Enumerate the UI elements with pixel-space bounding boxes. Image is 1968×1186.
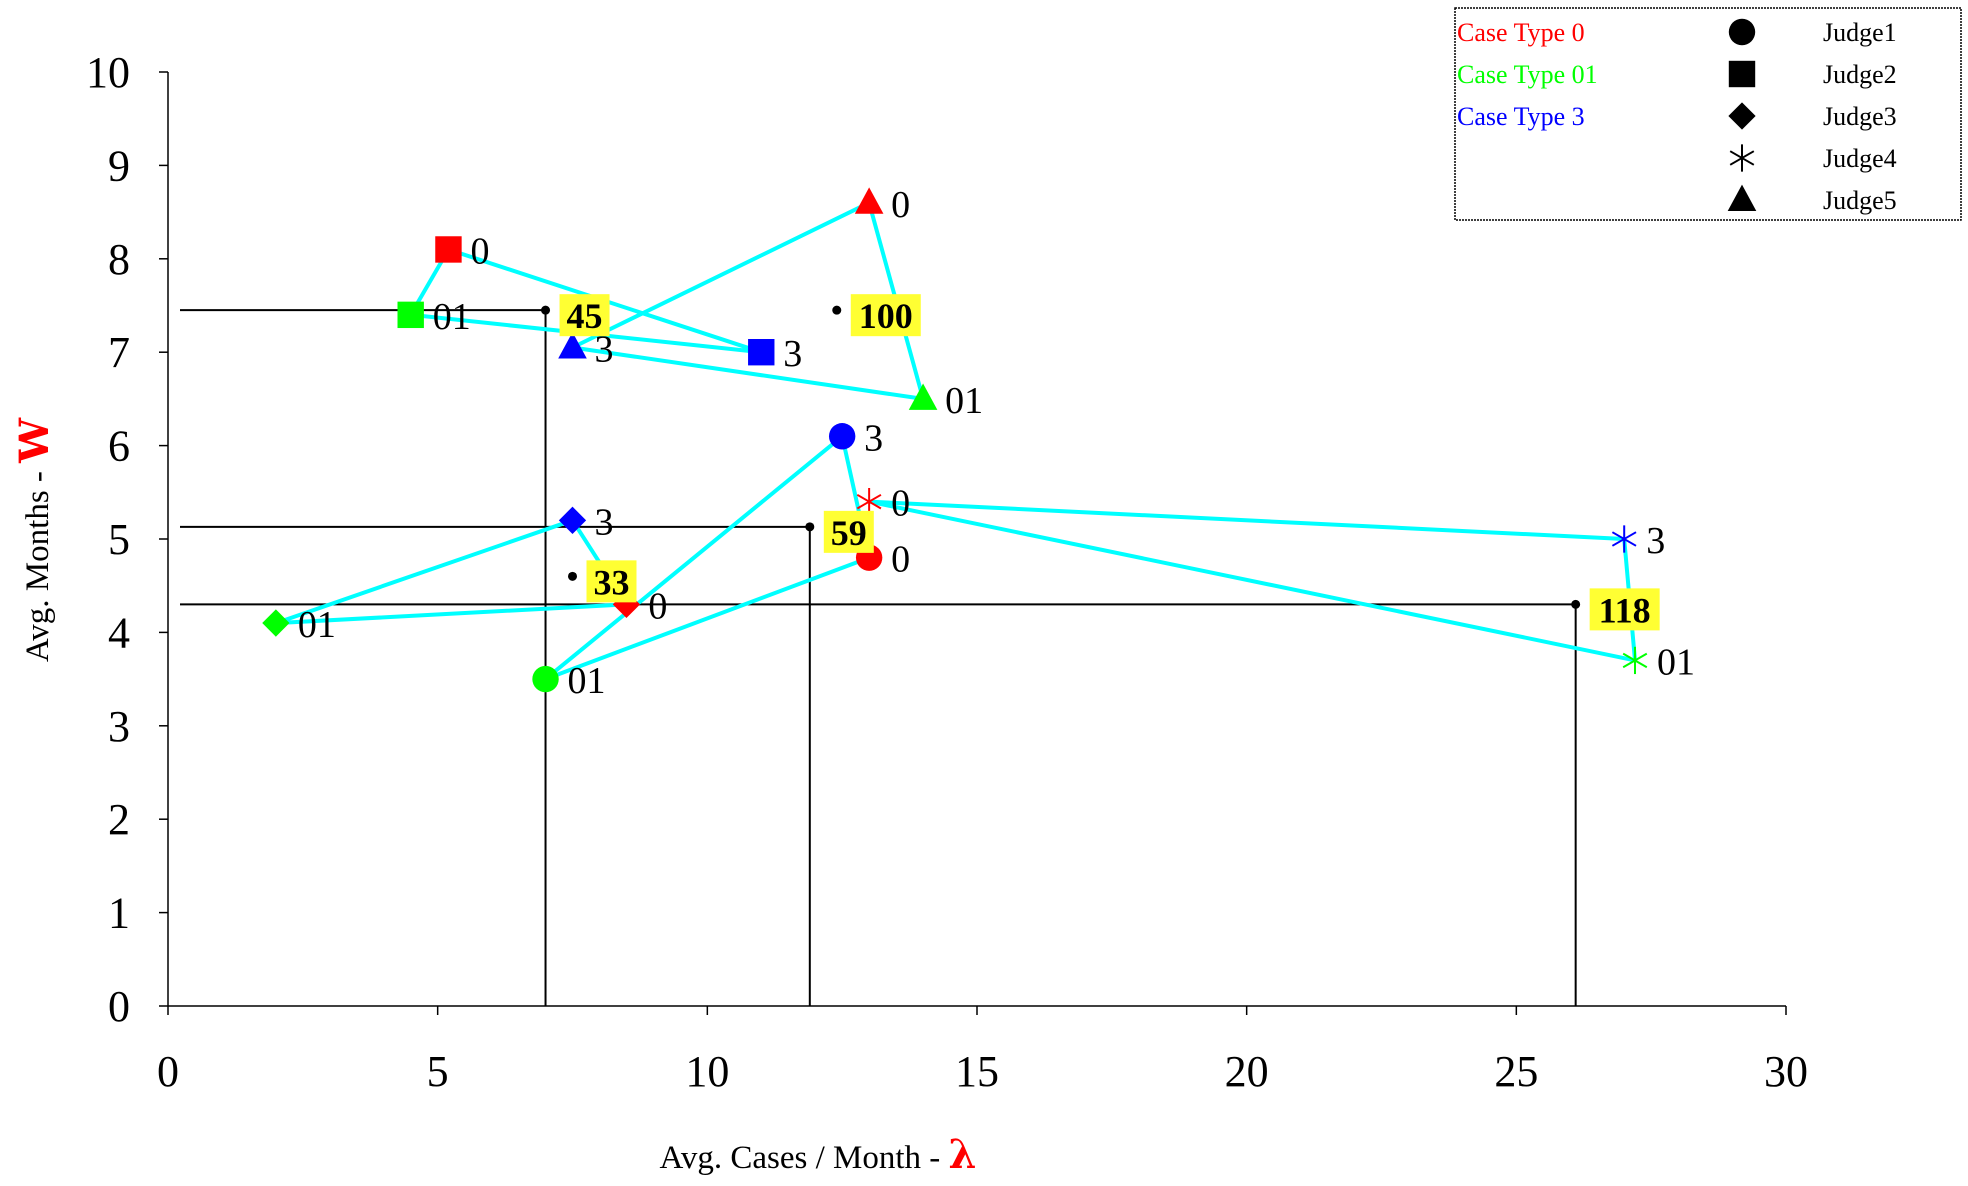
point-label: 3 [595, 501, 614, 543]
asterisk-stroke [1729, 150, 1755, 166]
legend: Case Type 0 Case Type 01 Case Type 3 Judge1… [1454, 7, 1962, 221]
annotation-label: 45 [567, 296, 603, 336]
y-tick-label: 8 [108, 235, 130, 284]
judge4-marker [856, 488, 882, 516]
annotation-label: 59 [831, 513, 867, 553]
annotation-label: 100 [859, 296, 913, 336]
legend-judge-label: Judge5 [1823, 186, 1897, 215]
point-label: 3 [783, 333, 802, 375]
asterisk-stroke [1622, 652, 1648, 669]
y-tick-label: 4 [108, 608, 130, 657]
annotation-box [823, 510, 874, 553]
annotation-box [559, 294, 610, 337]
legend-judge-label: Judge3 [1823, 102, 1897, 131]
x-tick-label: 10 [685, 1047, 729, 1096]
legend-judge-label: Judge1 [1823, 18, 1897, 47]
x-tick-label: 5 [427, 1047, 449, 1096]
y-tick-label: 9 [108, 141, 130, 190]
legend-case-type: Case Type 01 [1457, 60, 1598, 89]
judge1-marker [532, 665, 559, 693]
centroid-dot [832, 305, 842, 315]
legend-case-type: Case Type 3 [1457, 102, 1585, 131]
asterisk-stroke [1611, 531, 1637, 547]
annotation-box [850, 294, 921, 337]
x-axis-label: Avg. Cases / Month - λ [659, 1131, 976, 1178]
annotation-label: 118 [1599, 590, 1651, 630]
y-tick-label: 10 [86, 48, 130, 97]
asterisk-stroke [856, 493, 882, 510]
centroid-dot [1571, 599, 1581, 609]
y-tick-label: 1 [108, 889, 130, 938]
legend-judge-label: Judge2 [1823, 60, 1897, 89]
point-label: 01 [568, 660, 606, 702]
point-label: 0 [648, 585, 667, 627]
annotation-box [1589, 588, 1660, 631]
judge5-marker [908, 383, 938, 410]
legend-judge-label: Judge4 [1823, 144, 1897, 173]
judge1-marker [828, 423, 856, 450]
judge3-marker [558, 506, 587, 534]
point-label: 01 [433, 296, 471, 338]
centroid-dot [541, 305, 551, 315]
y-axis-label: Avg. Months - W [11, 417, 58, 662]
annotation-box [586, 560, 637, 603]
centroid-dot [568, 571, 577, 581]
legend-judge4-marker [1729, 144, 1755, 172]
point-label: 01 [298, 604, 336, 646]
point-label: 0 [891, 483, 910, 525]
x-tick-label: 15 [955, 1047, 999, 1096]
point-label: 01 [1657, 641, 1695, 683]
judge5-marker [854, 187, 884, 214]
point-label: 0 [470, 230, 489, 272]
annotation-label: 33 [594, 562, 630, 602]
x-tick-label: 0 [157, 1047, 179, 1096]
x-tick-label: 30 [1764, 1047, 1808, 1096]
judge4-marker [1622, 646, 1648, 675]
point-label: 01 [945, 380, 983, 422]
point-label: 3 [1646, 520, 1665, 562]
legend-case-type: Case Type 0 [1457, 18, 1585, 47]
point-label: 0 [891, 184, 910, 226]
y-tick-label: 7 [108, 328, 130, 377]
centroid-dot [805, 522, 815, 532]
x-tick-label: 25 [1494, 1047, 1538, 1096]
judge3-marker [262, 609, 290, 637]
judge2-marker [397, 301, 424, 329]
guide-lines [180, 309, 1577, 1006]
y-tick-label: 0 [108, 982, 130, 1031]
y-tick-label: 5 [108, 515, 130, 564]
judge-outline [543, 434, 872, 682]
judge4-marker [1611, 525, 1637, 553]
judge-outlines [273, 201, 1637, 682]
y-tick-label: 6 [108, 422, 130, 471]
judge-outline [868, 499, 1637, 663]
y-tick-label: 2 [108, 795, 130, 844]
point-label: 3 [595, 329, 614, 371]
legend-judge5-marker [1727, 184, 1757, 211]
legend-box [1454, 7, 1962, 221]
legend-judge2-marker [1728, 60, 1756, 88]
judge2-marker [748, 339, 775, 366]
x-tick-label: 20 [1225, 1047, 1269, 1096]
legend-judge3-marker [1728, 102, 1756, 130]
judge5-marker [558, 332, 587, 359]
point-label: 0 [891, 539, 910, 581]
legend-judge1-marker [1728, 18, 1756, 46]
point-label: 3 [864, 417, 883, 459]
y-tick-label: 3 [108, 702, 130, 751]
judge2-marker [435, 236, 462, 263]
